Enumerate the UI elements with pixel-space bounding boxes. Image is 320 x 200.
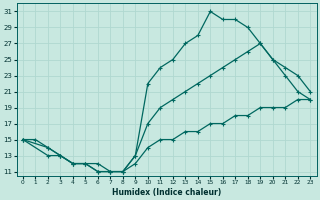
X-axis label: Humidex (Indice chaleur): Humidex (Indice chaleur) [112,188,221,197]
